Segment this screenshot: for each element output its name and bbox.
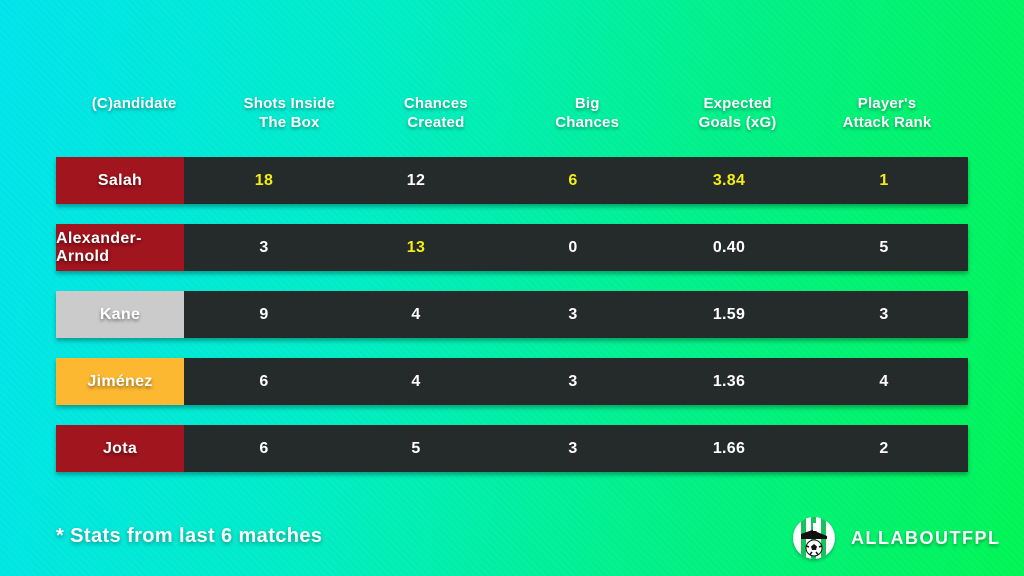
stat-shots-inside-box: 9 bbox=[259, 305, 269, 323]
stat-attack-rank: 2 bbox=[879, 439, 889, 457]
stats-bar: 3 13 0 0.40 5 bbox=[184, 224, 968, 271]
table-body: Salah 18 12 6 3.84 1 Alexander-Arnold 3 … bbox=[56, 157, 968, 492]
stat-attack-rank: 1 bbox=[879, 171, 889, 189]
header-chances-created: Chances Created bbox=[403, 95, 468, 131]
player-name: Kane bbox=[56, 291, 184, 338]
stat-attack-rank: 4 bbox=[879, 372, 889, 390]
stat-expected-goals: 0.40 bbox=[712, 238, 746, 256]
player-name: Jiménez bbox=[56, 358, 184, 405]
stat-shots-inside-box: 18 bbox=[254, 171, 274, 189]
stats-bar: 6 5 3 1.66 2 bbox=[184, 425, 968, 472]
brand-name: ALLABOUTFPL bbox=[851, 527, 1001, 548]
boot-and-ball-icon bbox=[793, 517, 835, 559]
stats-bar: 18 12 6 3.84 1 bbox=[184, 157, 968, 204]
stats-bar: 6 4 3 1.36 4 bbox=[184, 358, 968, 405]
stat-expected-goals: 3.84 bbox=[712, 171, 746, 189]
header-expected-goals: Expected Goals (xG) bbox=[698, 95, 777, 131]
header-big-chances: Big Chances bbox=[555, 95, 620, 131]
header-attack-rank: Player's Attack Rank bbox=[842, 95, 932, 131]
stat-shots-inside-box: 3 bbox=[259, 238, 269, 256]
stats-bar: 9 4 3 1.59 3 bbox=[184, 291, 968, 338]
header-shots-inside-box: Shots Inside The Box bbox=[243, 95, 336, 131]
player-name: Jota bbox=[56, 425, 184, 472]
table-row: Jiménez 6 4 3 1.36 4 bbox=[56, 358, 968, 405]
brand: ALLABOUTFPL bbox=[793, 516, 1000, 560]
player-name: Salah bbox=[56, 157, 184, 204]
stat-expected-goals: 1.36 bbox=[712, 372, 746, 390]
table-row: Kane 9 4 3 1.59 3 bbox=[56, 291, 968, 338]
stat-attack-rank: 3 bbox=[879, 305, 889, 323]
stat-chances-created: 12 bbox=[406, 171, 426, 189]
stat-attack-rank: 5 bbox=[879, 238, 889, 256]
stat-big-chances: 6 bbox=[568, 171, 578, 189]
stat-big-chances: 3 bbox=[568, 305, 578, 323]
table-row: Jota 6 5 3 1.66 2 bbox=[56, 425, 968, 472]
stat-chances-created: 4 bbox=[411, 372, 421, 390]
stat-chances-created: 5 bbox=[411, 439, 421, 457]
stat-expected-goals: 1.66 bbox=[712, 439, 746, 457]
stat-big-chances: 3 bbox=[568, 372, 578, 390]
stat-big-chances: 3 bbox=[568, 439, 578, 457]
table-row: Salah 18 12 6 3.84 1 bbox=[56, 157, 968, 204]
header-candidate: (C)andidate bbox=[91, 95, 177, 112]
stat-expected-goals: 1.59 bbox=[712, 305, 746, 323]
stat-big-chances: 0 bbox=[568, 238, 578, 256]
stat-shots-inside-box: 6 bbox=[259, 372, 269, 390]
player-name: Alexander-Arnold bbox=[56, 224, 184, 271]
table-header: (C)andidate Shots Inside The Box Chances… bbox=[56, 94, 968, 138]
footnote: * Stats from last 6 matches bbox=[56, 525, 323, 547]
stat-shots-inside-box: 6 bbox=[259, 439, 269, 457]
table-row: Alexander-Arnold 3 13 0 0.40 5 bbox=[56, 224, 968, 271]
stat-chances-created: 4 bbox=[411, 305, 421, 323]
stat-chances-created: 13 bbox=[406, 238, 426, 256]
